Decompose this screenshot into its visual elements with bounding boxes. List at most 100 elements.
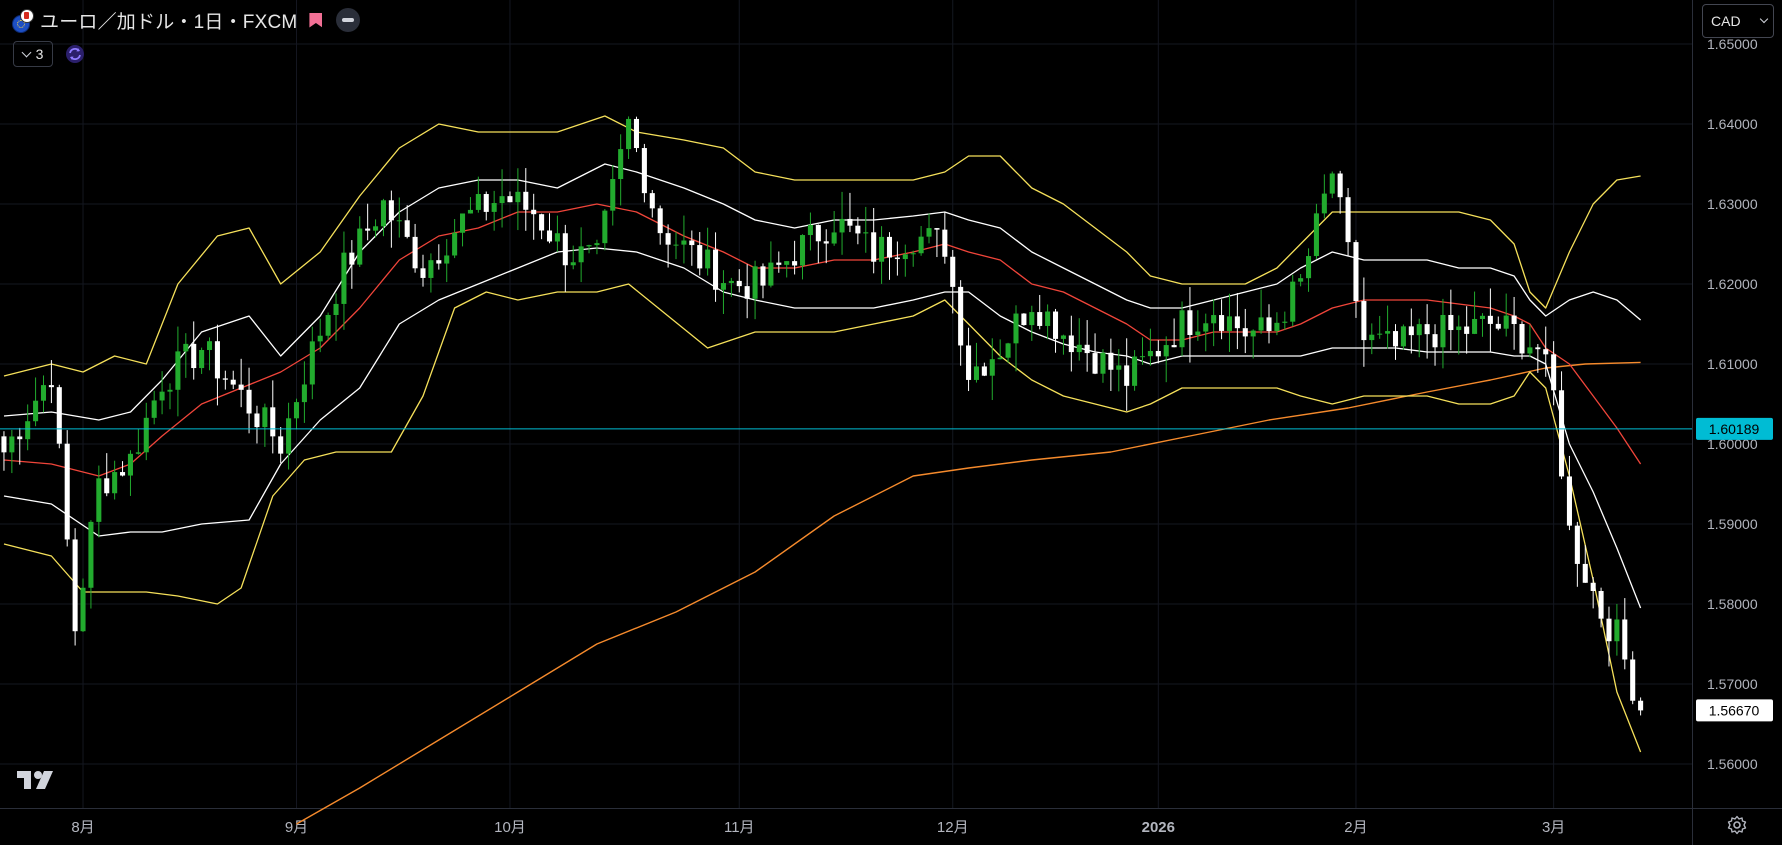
symbol-header[interactable]: ユーロ／加ドル・1日・FXCM (10, 6, 361, 34)
candle-body (428, 260, 434, 278)
candle-body (1013, 313, 1019, 344)
candle-body (1337, 173, 1343, 198)
candle-body (230, 379, 236, 385)
candle-body (1226, 316, 1232, 331)
candle-body (151, 400, 157, 418)
candle-body (744, 286, 750, 299)
candle-body (120, 472, 126, 476)
currency-value: CAD (1711, 13, 1741, 29)
candle-body (1179, 310, 1185, 348)
candle-body (1638, 700, 1644, 711)
candle-body (633, 118, 640, 149)
candle-body (1021, 313, 1027, 326)
candle-body (934, 228, 940, 230)
ca-flag-icon (20, 9, 34, 23)
candle-body (135, 452, 141, 454)
candle-body (1321, 193, 1327, 214)
candle-body (855, 225, 861, 234)
candle-body (1290, 281, 1296, 322)
candle-body (1068, 335, 1074, 353)
candle-body (1448, 314, 1454, 331)
candle-body (966, 345, 972, 380)
candle-body (72, 539, 78, 632)
candle-body (1361, 301, 1367, 341)
candle-body (918, 236, 924, 254)
candle-body (412, 236, 418, 269)
candle-body (309, 341, 315, 385)
candle-body (871, 232, 877, 262)
indicator-collapse-button[interactable]: 3 (13, 41, 53, 67)
candle-body (293, 402, 300, 419)
candle-body (246, 389, 252, 414)
x-tick-label: 11月 (724, 819, 755, 836)
sync-icon[interactable] (65, 44, 85, 64)
y-tick-label: 1.63000 (1707, 196, 1758, 212)
candle-body (491, 203, 497, 212)
candle-body (1187, 310, 1193, 336)
candle-body (1479, 315, 1486, 319)
candle-body (238, 384, 244, 390)
bookmark-flag-icon[interactable] (309, 12, 323, 28)
currency-select[interactable]: CAD (1702, 4, 1774, 38)
minus-icon[interactable] (336, 8, 361, 32)
candle-body (562, 233, 568, 266)
candle-body (760, 266, 766, 286)
candle-body (681, 240, 687, 245)
candle-body (1092, 353, 1098, 374)
candle-body (420, 268, 426, 278)
gear-icon[interactable] (1727, 815, 1747, 835)
candle-body (1503, 315, 1509, 329)
candle-body (1132, 356, 1138, 386)
candle-body (254, 413, 260, 428)
candle-body (475, 194, 481, 210)
candle-body (206, 341, 213, 351)
y-tick-label: 1.56000 (1707, 756, 1758, 772)
symbol-title[interactable]: ユーロ／加ドル・1日・FXCM (40, 11, 298, 33)
candle-body (1535, 347, 1541, 350)
candle-body (167, 389, 173, 392)
candle-body (649, 193, 655, 209)
candle-body (799, 235, 806, 266)
candle-body (807, 224, 813, 236)
candle-body (1234, 316, 1240, 329)
candle-body (48, 385, 54, 388)
candle-body (380, 200, 386, 227)
candle-body (1124, 365, 1130, 386)
candle-body (728, 280, 734, 284)
bollinger-lower-line (3, 283, 1642, 753)
bollinger-mid-line (3, 203, 1642, 477)
candle-body (554, 233, 560, 242)
candle-body (847, 218, 853, 226)
indicator-count: 3 (35, 46, 44, 62)
candle-body (1203, 323, 1209, 332)
candle-body (1487, 315, 1493, 324)
candle-body (531, 209, 537, 215)
candle-body (673, 244, 679, 246)
candle-body (1163, 345, 1169, 357)
x-tick-label: 2026 (1142, 819, 1175, 836)
candle-body (1108, 352, 1114, 370)
candle-body (388, 200, 394, 221)
tradingview-logo-icon[interactable] (17, 769, 59, 791)
symbol-flags (10, 9, 34, 33)
candle-body (736, 280, 742, 287)
candle-body (1590, 582, 1596, 592)
candle-body (1424, 324, 1430, 335)
x-tick-label: 3月 (1542, 819, 1565, 836)
candle-body (705, 249, 711, 269)
candle-body (815, 224, 821, 242)
candle-body (33, 400, 39, 422)
x-tick-label: 12月 (937, 819, 969, 836)
candle-body (823, 241, 829, 244)
candle-body (610, 179, 616, 211)
y-tick-label: 1.57000 (1707, 676, 1758, 692)
x-tick-label: 10月 (494, 819, 526, 836)
candle-body (1369, 334, 1375, 341)
candle-body (199, 350, 205, 369)
candle-body (1495, 323, 1501, 329)
candle-body (594, 243, 600, 246)
y-tick-label: 1.64000 (1707, 116, 1758, 132)
candle-body (792, 261, 798, 266)
candle-body (25, 421, 31, 440)
